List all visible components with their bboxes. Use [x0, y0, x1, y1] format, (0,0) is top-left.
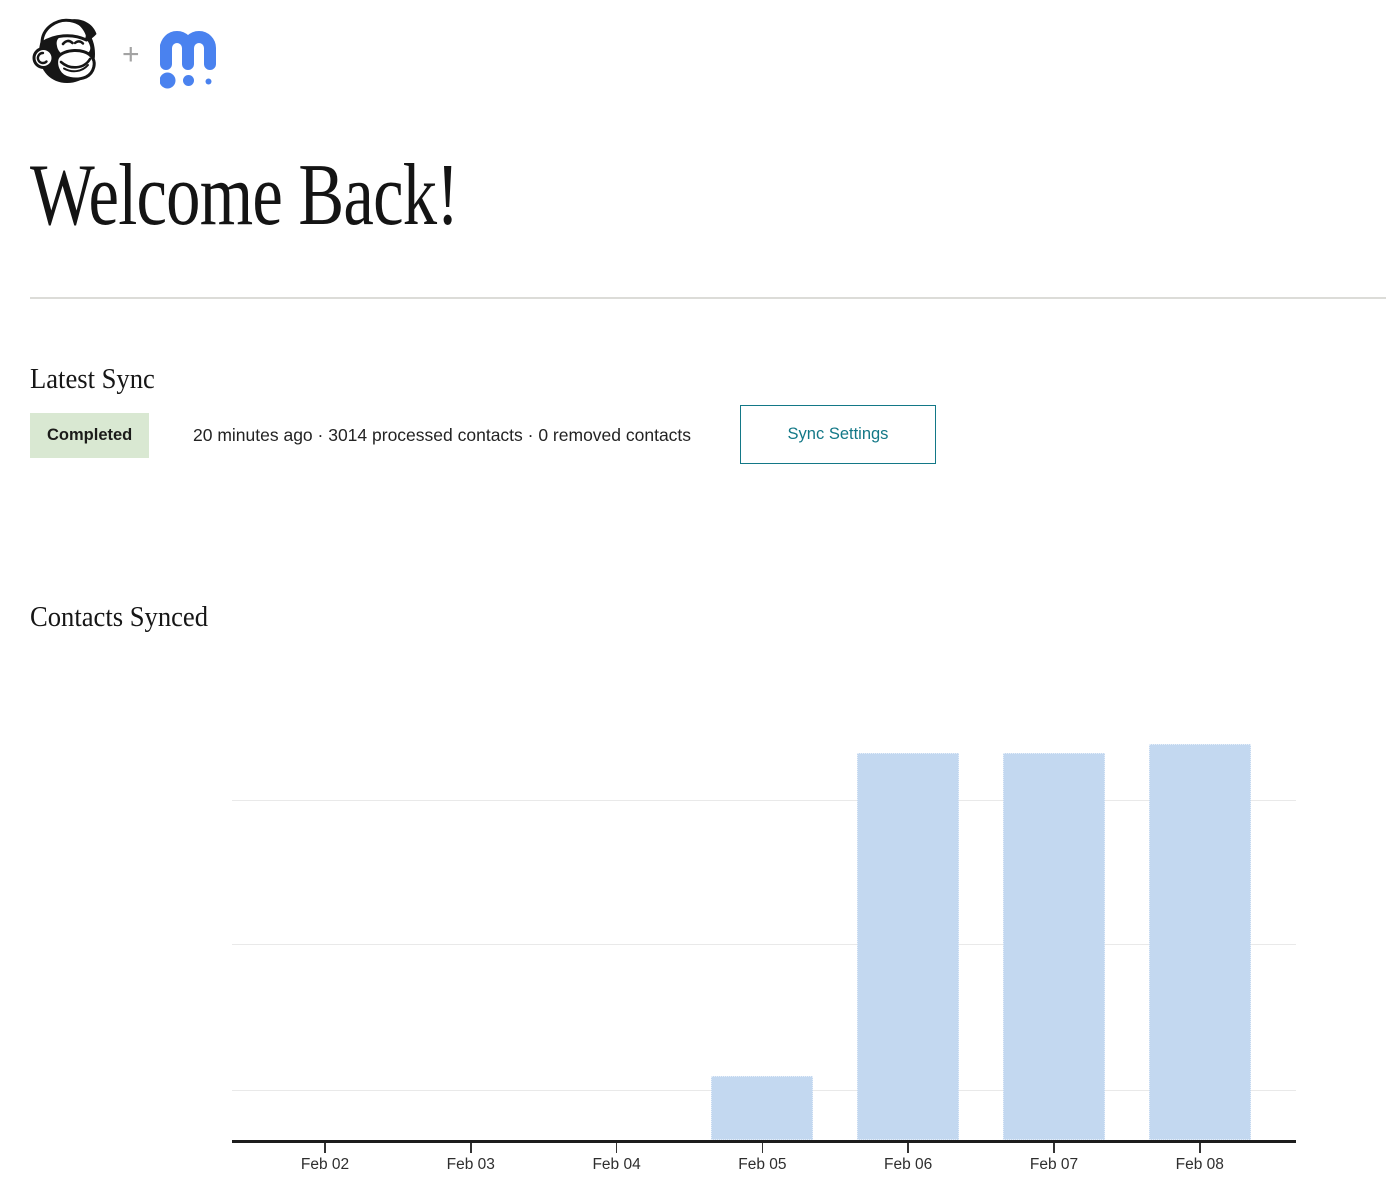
contacts-chart: Feb 02 Feb 03 Feb 04 Feb 05 Feb 06 Feb 07 Feb … [0, 650, 1386, 1186]
x-axis-label: Feb 08 [1175, 1156, 1224, 1173]
gridline [232, 800, 1296, 801]
x-axis-label: Feb 04 [592, 1156, 641, 1173]
app-header: + [30, 12, 216, 95]
section-divider [30, 297, 1386, 299]
x-axis-tick [1199, 1143, 1201, 1153]
sync-summary-text: 20 minutes ago · 3014 processed contacts… [193, 425, 692, 445]
chart-bar-feb-05[interactable] [711, 1076, 814, 1140]
x-axis-tick [907, 1143, 909, 1153]
x-axis-label: Feb 07 [1029, 1156, 1079, 1173]
x-axis-line [232, 1140, 1296, 1143]
mailchimp-freddie-logo-icon [30, 13, 102, 94]
x-axis-tick [615, 1143, 618, 1153]
sync-status-badge: Completed [30, 413, 150, 458]
x-axis-label: Feb 03 [446, 1156, 495, 1173]
m-app-logo-icon [159, 24, 216, 95]
contacts-synced-heading: Contacts Synced [30, 602, 209, 633]
chart-bar-feb-07[interactable] [1003, 753, 1105, 1140]
chart-bar-feb-06[interactable] [857, 753, 960, 1140]
x-axis-tick [1053, 1143, 1055, 1153]
x-axis-label: Feb 05 [738, 1156, 787, 1173]
chart-bar-feb-08[interactable] [1148, 744, 1251, 1140]
plus-separator: + [122, 37, 140, 71]
gridline [232, 944, 1296, 945]
x-axis-tick [324, 1143, 326, 1153]
latest-sync-heading: Latest Sync [30, 364, 155, 395]
x-axis-label: Feb 02 [300, 1156, 350, 1173]
x-axis-label: Feb 06 [884, 1156, 933, 1173]
sync-settings-button[interactable]: Sync Settings [740, 405, 936, 464]
x-axis-tick [761, 1143, 764, 1153]
page-title: Welcome Back! [30, 147, 459, 244]
x-axis-tick [470, 1143, 472, 1153]
